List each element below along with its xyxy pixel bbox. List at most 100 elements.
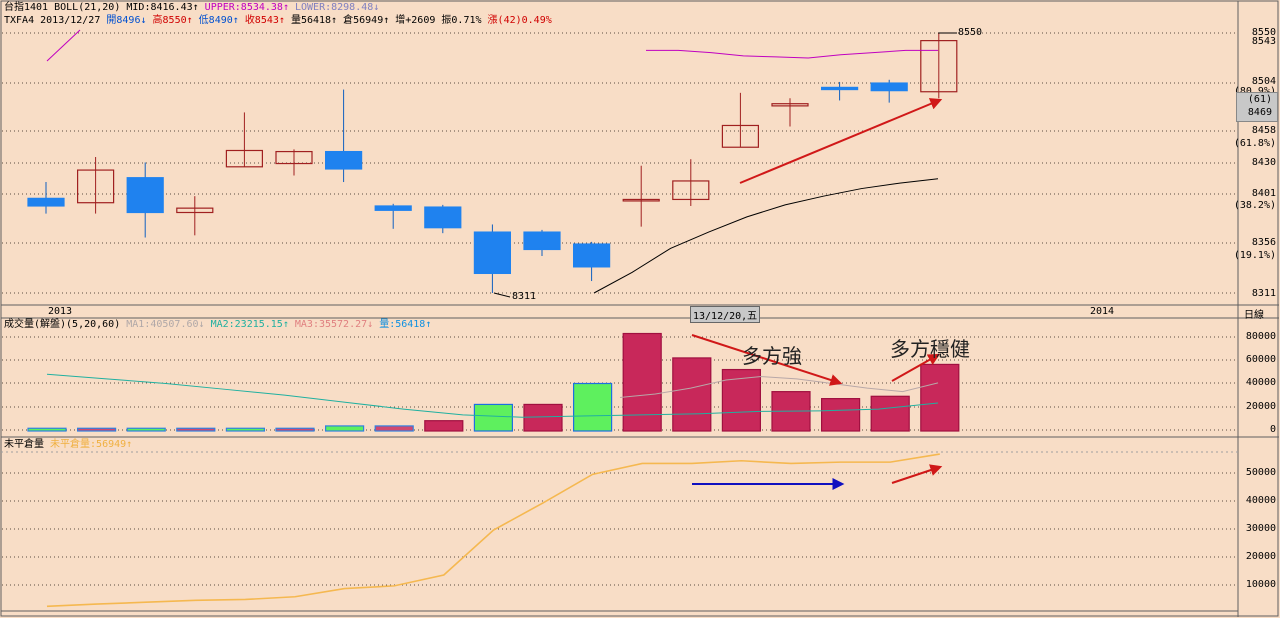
candle-body [424,206,462,229]
volume-header: 成交量(解盤)(5,20,60) MA1:40507.60↓ MA2:23215… [4,319,431,331]
oi-title: 未平倉量 [4,439,44,450]
grid-lines [2,32,1238,586]
candle-body [870,82,908,92]
volume-bar [870,395,910,432]
price-tick-fib: (80.9%) [1234,86,1276,97]
date-start-label: 2013 [48,306,73,317]
candle-body [76,169,115,204]
oi-tick: 40000 [1245,495,1276,506]
bollinger-upper-band [646,49,938,59]
candle-body [126,177,164,214]
cursor-price-box [1236,92,1278,122]
volume-bar [27,427,67,432]
volume-panel[interactable] [27,332,960,432]
volume-bar [424,420,464,432]
low-value: 低8490↑ [198,15,239,26]
trend-arrow-volume-up [891,353,941,382]
price-header-line1: 台指1401 BOLL(21,20) MID:8416.43↑ UPPER:85… [4,2,379,14]
volume-value: 量56418↑ [290,15,338,26]
code-label: TXFA4 [4,15,35,26]
vol-value: 量:56418↑ [379,319,432,330]
candle-body [325,150,363,170]
date-end-label: 2014 [1090,306,1115,317]
volume-bar [374,425,414,432]
volume-bar [672,357,712,432]
price-tick: 8430 [1251,157,1276,168]
annotation-arrows [691,98,943,490]
price-tick: 8356 [1251,237,1276,248]
volume-bar [622,332,662,432]
price-tick: 8311 [1251,288,1276,299]
oi-value: 倉56949↑ [343,15,390,26]
price-panel[interactable] [27,29,958,298]
annotation-strong: 多方強 [742,344,802,368]
price-tick-fib: (61.8%) [1233,138,1276,149]
oi-header-value: 未平倉量:56949↑ [50,439,133,450]
low-marker-line [493,292,511,298]
cursor-value-a: (61) [1247,94,1272,105]
volume-ma2-line [46,373,939,418]
price-tick-fib: (38.2%) [1233,200,1276,211]
volume-title: 成交量(解盤)(5,20,60) [4,319,121,330]
candle-body [225,149,263,168]
boll-label: BOLL(21,20) [54,2,121,13]
volume-bar [572,382,613,432]
candle-body [771,103,809,107]
period-label[interactable]: 日線 [1244,310,1264,321]
volume-tick: 0 [1269,424,1276,435]
ma2-value: MA2:23215.15↑ [210,319,289,330]
date-cursor-label: 13/12/20,五 [690,306,761,323]
high-marker-label: 8550 [958,27,983,38]
volume-tick: 20000 [1245,401,1276,412]
volume-ma1-line [619,376,939,398]
price-tick: 8504 [1251,76,1276,87]
trend-arrow-price [739,98,943,184]
volume-tick: 80000 [1245,331,1276,342]
oi-tick: 20000 [1245,551,1276,562]
open-value: 開8496↓ [106,15,147,26]
volume-bar [523,403,563,432]
date-label: 2013/12/27 [40,15,101,26]
open-interest-panel[interactable] [46,453,940,608]
candle-body [672,180,710,201]
trend-arrow-oi-up [891,464,943,484]
oi-tick: 10000 [1245,579,1276,590]
close-value: 收8543↑ [244,15,285,26]
candle-body [176,207,214,214]
volume-bar [176,427,216,432]
oi-header: 未平倉量 未平倉量:56949↑ [4,439,132,451]
price-tick: 8458 [1251,125,1276,136]
volume-bar [275,427,315,432]
oi-tick: 30000 [1245,523,1276,534]
oi-change-value: 增+2609 [395,15,436,26]
candle-body [27,197,65,207]
volume-bar [225,427,265,432]
ma3-value: MA3:35572.27↓ [294,319,374,330]
trend-arrow-volume-down [691,334,843,386]
lower-value: LOWER:8298.48↓ [295,2,380,13]
bollinger-lower-band [593,178,939,294]
volume-tick: 60000 [1245,354,1276,365]
candle-body [374,205,412,211]
candle-body [920,40,958,93]
ma1-value: MA1:40507.60↓ [126,319,205,330]
price-tick: 8401 [1251,188,1276,199]
open-interest-line [46,453,940,608]
amplitude-value: 振0.71% [441,15,482,26]
mid-value: MID:8416.43↑ [126,2,199,13]
volume-bar [820,398,861,432]
oi-tick: 50000 [1245,467,1276,478]
candle-body [820,86,859,91]
upper-value: UPPER:8534.38↑ [204,2,289,13]
volume-bar [325,425,365,432]
candle-body [721,124,760,148]
volume-bar [920,363,960,432]
cursor-value-b: 8469 [1247,107,1272,118]
volume-tick: 40000 [1245,377,1276,388]
candle-body [572,243,611,268]
candle-body [622,198,660,202]
candle-body [523,231,561,251]
